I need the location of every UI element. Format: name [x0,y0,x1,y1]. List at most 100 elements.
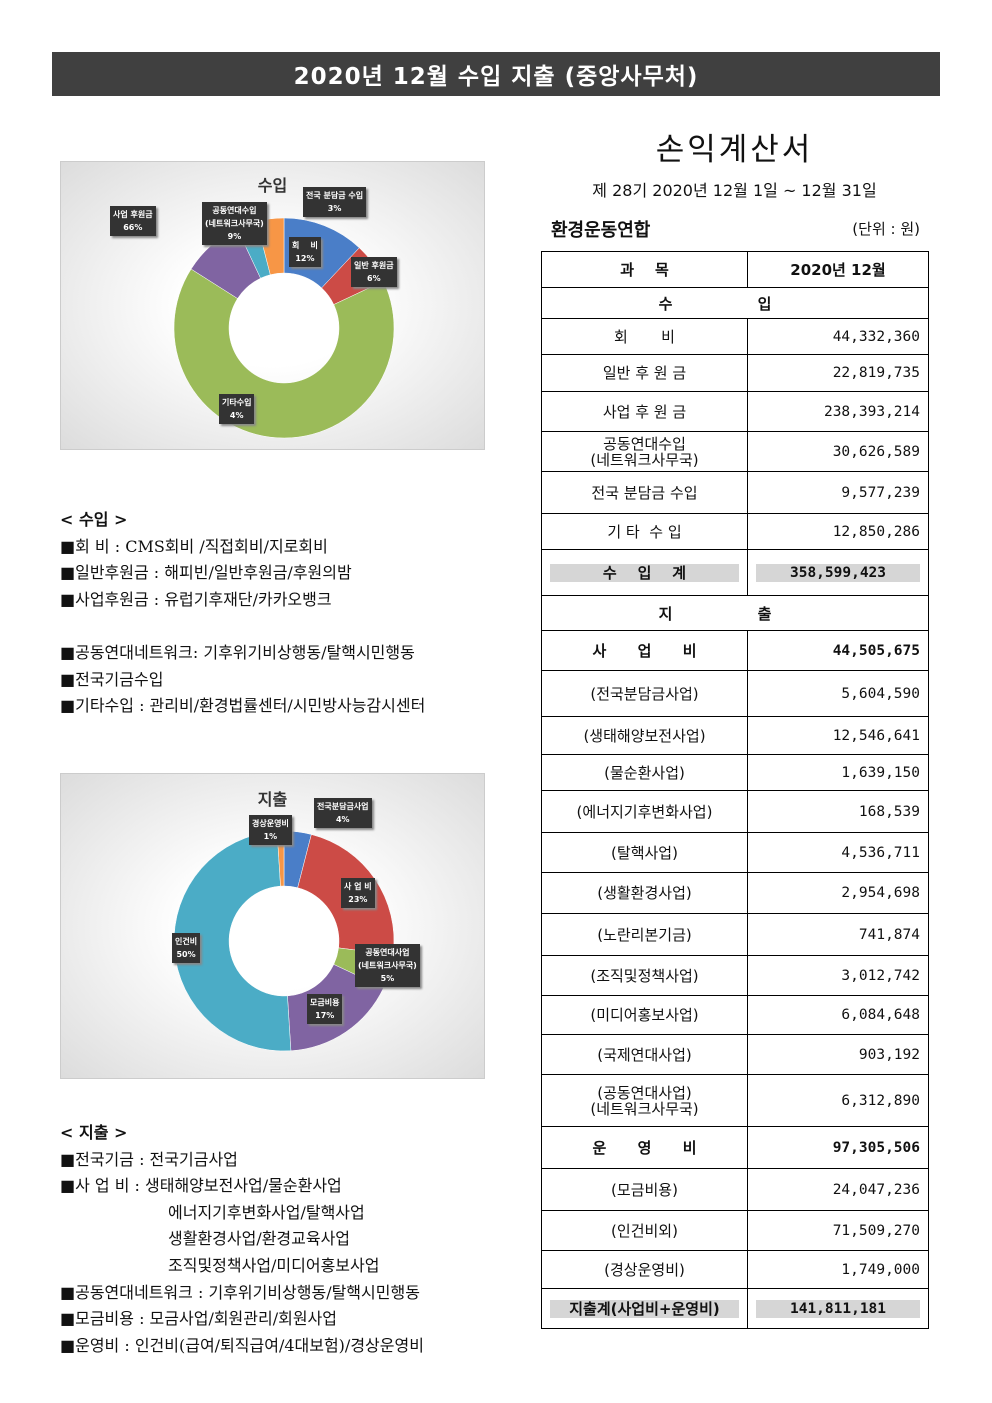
row-label: (경상운영비) [541,1250,748,1289]
chart-title: 지출 [257,790,288,809]
table-row: (생활환경사업) 2,954,698 [541,872,929,914]
label-percent: 50% [176,950,196,959]
row-label: 일반 후 원 금 [541,354,748,392]
row-label: 기 타 수 입 [541,513,748,550]
note-item: ■사업후원금 : 유럽기후재단/카카오뱅크 [60,589,332,609]
total-label: 수 입 계 [550,563,739,582]
note-item: ■회 비 : CMS회비 /직접회비/지로회비 [60,536,328,556]
table-row: (경상운영비) 1,749,000 [541,1250,929,1289]
label-name: 모금비용 [310,998,340,1007]
row-value: 97,305,506 [747,1126,929,1169]
row-value: 5,604,590 [747,670,929,717]
table-row: (전국분담금사업) 5,604,590 [541,670,929,717]
label-percent: 12% [295,254,315,263]
label-percent: 4% [229,411,244,420]
row-value: 12,546,641 [747,716,929,755]
row-value: 6,312,890 [747,1074,929,1127]
row-label: (에너지기후변화사업) [541,790,748,833]
table-row: 전국 분담금 수입 9,577,239 [541,471,929,514]
page-banner: 2020년 12월 수입 지출 (중앙사무처) [52,52,940,96]
row-value: 71,509,270 [747,1210,929,1251]
row-label: (국제연대사업) [541,1034,748,1075]
note-item: ■일반후원금 : 해피빈/일반후원금/후원의밤 [60,563,352,583]
row-value: 9,577,239 [747,471,929,514]
row-label: (조직및정책사업) [541,955,748,996]
table-row: (생태해양보전사업) 12,546,641 [541,716,929,755]
table-row: 회 비 44,332,360 [541,318,929,355]
row-value: 4,536,711 [747,832,929,873]
notes-heading: < 수입 > [60,510,128,529]
note-item: ■공동연대네트워크: 기후위기비상행동/탈핵시민행동 [60,642,415,662]
note-item [60,613,425,640]
table-row: 수 입 계 358,599,423 [541,549,929,596]
label-percent: 6% [367,274,381,283]
note-item: 생활환경사업/환경교육사업 [168,1229,351,1249]
organization-name: 환경운동연합 [551,220,651,241]
notes-heading: < 지출 > [60,1123,128,1142]
label-percent: 9% [227,232,242,241]
note-item: ■전국기금수입 [60,669,164,689]
table-row: 지 출 [541,595,929,631]
statement-period: 제 28기 2020년 12월 1일 ~ 12월 31일 [592,181,877,200]
data-label: 사업 후원금 66% [110,206,156,236]
table-row: 일반 후 원 금 22,819,735 [541,354,929,392]
label-name: 경상운영비 [252,819,289,828]
table-row: 사 업 비 44,505,675 [541,630,929,671]
label-name: 공동연대사업 (네트워크사무국) [358,948,417,970]
row-label: (물순환사업) [541,754,748,791]
row-label: (생활환경사업) [541,872,748,914]
data-label: 경상운영비 1% [249,815,292,845]
row-label: (전국분담금사업) [541,670,748,717]
label-percent: 3% [327,204,342,213]
row-value: 2,954,698 [747,872,929,914]
row-label: (미디어홍보사업) [541,995,748,1035]
header-subject: 과 목 [541,251,748,288]
data-label: 기타수입 4% [219,394,255,424]
row-value: 1,639,150 [747,754,929,791]
table-row: 사업 후 원 금 238,393,214 [541,391,929,432]
expense-chart: 지출 전국분담금사업 4% 사 업 비 23% 공동연대사업 (네트워크사무국) 5% 모금… [60,773,485,1079]
note-item: ■기타수입 : 관리비/환경법률센터/시민방사능감시센터 [60,696,426,716]
row-value: 903,192 [747,1034,929,1075]
section-header: 수 입 [541,287,929,319]
header-period: 2020년 12월 [747,251,929,288]
donut-slice [173,268,395,439]
unit-label: (단위 : 원) [852,220,920,238]
row-label: 회 비 [541,318,748,355]
table-row: 수 입 [541,287,929,319]
total-value: 358,599,423 [756,563,920,582]
data-label: 인건비 50% [172,933,201,963]
row-label: (모금비용) [541,1168,748,1211]
row-value: 12,850,286 [747,513,929,550]
row-value: 741,874 [747,913,929,956]
income-notes: < 수입 > ■회 비 : CMS회비 /직접회비/지로회비 ■일반후원금 : 해피… [60,507,425,720]
row-value: 3,012,742 [747,955,929,996]
data-label: 회 비 12% [289,237,321,267]
note-item: 에너지기후변화사업/탈핵사업 [168,1202,365,1222]
label-name: 회 비 [292,241,318,250]
label-name: 전국분담금사업 [317,802,369,811]
total-label: 지출계(사업비+운영비) [550,1299,739,1318]
chart-title: 수입 [257,176,288,195]
row-label: (공동연대사업) (네트워크사무국) [541,1074,748,1127]
data-label: 공동연대수입 (네트워크사무국) 9% [202,202,267,245]
label-percent: 17% [315,1011,335,1020]
data-label: 공동연대사업 (네트워크사무국) 5% [355,944,420,987]
row-value: 168,539 [747,790,929,833]
table-row: (미디어홍보사업) 6,084,648 [541,995,929,1035]
expense-notes: < 지출 > ■전국기금 : 전국기금사업 ■사 업 비 : 생태해양보전사업/물순… [60,1120,424,1359]
note-item: ■공동연대네트워크 : 기후위기비상행동/탈핵시민행동 [60,1282,420,1302]
note-item: ■모금비용 : 모금사업/회원관리/회원사업 [60,1309,337,1329]
table-row: 운 영 비 97,305,506 [541,1126,929,1169]
section-header: 지 출 [541,595,929,631]
label-percent: 1% [263,832,278,841]
table-row: (노란리본기금) 741,874 [541,913,929,956]
label-name: 인건비 [175,937,198,946]
row-value: 24,047,236 [747,1168,929,1211]
row-label: (생태해양보전사업) [541,716,748,755]
table-row: (인건비외) 71,509,270 [541,1210,929,1251]
label-percent: 5% [380,974,395,983]
row-label: 사업 후 원 금 [541,391,748,432]
